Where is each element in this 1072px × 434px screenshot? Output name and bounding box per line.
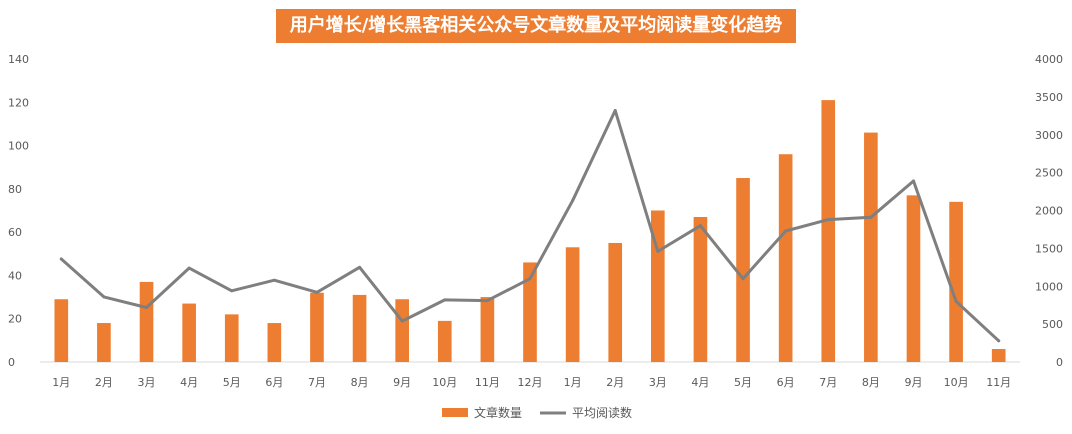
line-point-19 <box>826 218 830 222</box>
x-tick-label: 4月 <box>691 376 709 389</box>
x-tick-label: 11月 <box>475 376 500 389</box>
line-point-4 <box>187 266 191 270</box>
bar-18 <box>778 154 793 362</box>
x-tick-label: 8月 <box>351 376 369 389</box>
bar-16 <box>693 216 708 362</box>
chart-title: 用户增长/增长黑客相关公众号文章数量及平均阅读量变化趋势 <box>276 9 796 43</box>
y-right-tick-label: 2000 <box>1035 205 1063 218</box>
bar-17 <box>736 178 750 362</box>
legend-label-articles: 文章数量 <box>474 405 522 420</box>
line-point-1 <box>59 257 63 261</box>
line-point-3 <box>145 305 149 309</box>
x-tick-label: 3月 <box>649 376 667 389</box>
x-tick-label: 7月 <box>308 376 326 389</box>
bar-12 <box>523 262 537 362</box>
bar-11 <box>480 297 495 362</box>
line-point-5 <box>230 289 234 293</box>
x-tick-label: 1月 <box>564 376 582 389</box>
y-left-tick-label: 20 <box>8 313 22 326</box>
x-tick-label: 12月 <box>518 376 543 389</box>
x-tick-label: 9月 <box>393 376 411 389</box>
x-tick-label: 3月 <box>138 376 156 389</box>
y-left-tick-label: 80 <box>8 183 22 196</box>
bar-10 <box>437 320 452 362</box>
line-point-17 <box>741 277 745 281</box>
bar-1 <box>54 299 69 362</box>
x-tick-label: 10月 <box>432 376 457 389</box>
legend-label-avg-reads: 平均阅读数 <box>572 405 632 420</box>
x-tick-label: 8月 <box>862 376 880 389</box>
x-tick-label: 9月 <box>904 376 922 389</box>
line-point-22 <box>954 299 958 303</box>
x-tick-label: 5月 <box>223 376 241 389</box>
line-point-20 <box>869 215 873 219</box>
y-left-tick-label: 120 <box>8 96 29 109</box>
line-point-9 <box>400 319 404 323</box>
bar-2 <box>97 323 111 362</box>
y-right-tick-label: 0 <box>1056 356 1063 369</box>
bar-19 <box>821 100 836 362</box>
x-tick-label: 2月 <box>95 376 113 389</box>
bar-3 <box>139 281 154 362</box>
y-left-tick-label: 40 <box>8 269 22 282</box>
bar-5 <box>224 314 239 362</box>
line-point-13 <box>571 199 575 203</box>
y-right-tick-label: 1500 <box>1035 242 1063 255</box>
line-point-18 <box>784 229 788 233</box>
x-tick-label: 6月 <box>777 376 795 389</box>
legend-swatch-articles <box>442 408 468 417</box>
line-point-8 <box>358 265 362 269</box>
line-point-16 <box>698 224 702 228</box>
bar-23 <box>991 349 1006 362</box>
line-point-12 <box>528 277 532 281</box>
x-tick-label: 4月 <box>180 376 198 389</box>
bar-7 <box>310 292 324 362</box>
line-point-15 <box>656 249 660 253</box>
bar-21 <box>906 195 921 362</box>
bar-6 <box>267 323 282 362</box>
line-point-7 <box>315 290 319 294</box>
bar-4 <box>182 303 196 362</box>
x-tick-label: 2月 <box>606 376 624 389</box>
line-point-2 <box>102 295 106 299</box>
y-left-tick-label: 100 <box>8 140 29 153</box>
y-left-tick-label: 0 <box>8 356 15 369</box>
bar-22 <box>949 201 963 362</box>
y-left-tick-label: 60 <box>8 226 22 239</box>
x-tick-label: 1月 <box>52 376 70 389</box>
y-right-tick-label: 500 <box>1042 318 1063 331</box>
line-point-21 <box>911 179 915 183</box>
x-tick-label: 6月 <box>265 376 283 389</box>
bar-13 <box>565 247 580 362</box>
x-tick-label: 11月 <box>986 376 1011 389</box>
x-tick-label: 7月 <box>819 376 837 389</box>
line-point-23 <box>997 339 1001 343</box>
bar-14 <box>608 242 623 362</box>
x-tick-label: 10月 <box>944 376 969 389</box>
bar-9 <box>395 299 409 362</box>
y-right-tick-label: 3500 <box>1035 91 1063 104</box>
x-tick-label: 5月 <box>734 376 752 389</box>
y-left-tick-label: 140 <box>8 53 29 66</box>
line-point-6 <box>272 278 276 282</box>
y-right-tick-label: 1000 <box>1035 280 1063 293</box>
y-right-tick-label: 3000 <box>1035 129 1063 142</box>
line-point-14 <box>613 109 617 113</box>
line-point-10 <box>443 298 447 302</box>
bar-20 <box>864 132 878 362</box>
line-point-11 <box>485 299 489 303</box>
y-right-tick-label: 4000 <box>1035 53 1063 66</box>
y-right-tick-label: 2500 <box>1035 167 1063 180</box>
bar-8 <box>352 294 367 362</box>
